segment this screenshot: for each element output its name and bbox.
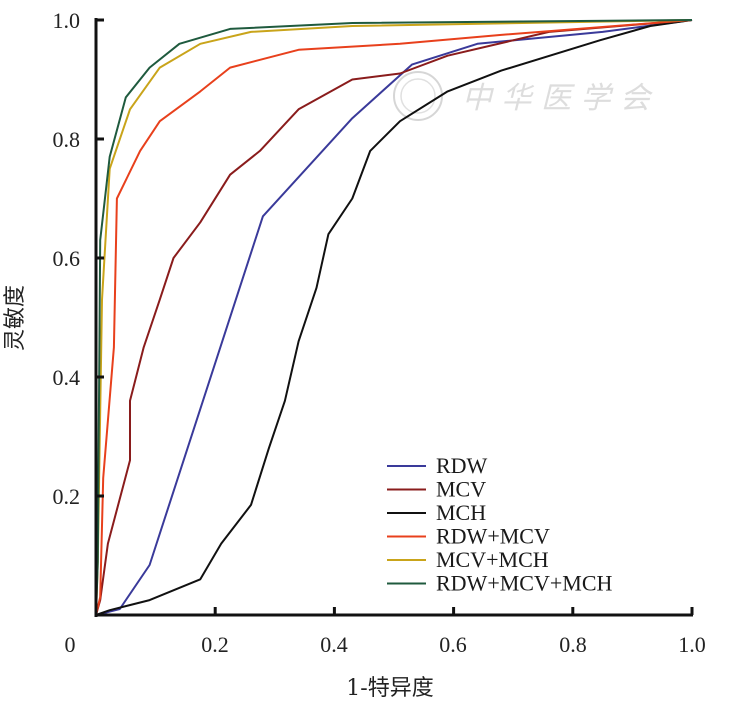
series-line-mcv-mch [95, 19, 693, 616]
y-tick-label: 1.0 [53, 8, 81, 33]
legend-label: MCV+MCH [436, 547, 549, 572]
y-tick-label: 0.4 [53, 365, 81, 390]
x-tick-label: 0.8 [559, 632, 587, 657]
series-line-rdw-mcv [95, 19, 693, 616]
series-line-rdw [95, 19, 693, 616]
watermark-logo: 中 华 医 学 会 [393, 71, 653, 121]
x-tick-label: 0.2 [201, 632, 229, 657]
series-line-rdw-mcv-mch [95, 19, 693, 616]
x-tick-label: 0.4 [320, 632, 348, 657]
legend-label: MCV [436, 477, 486, 502]
y-tick-label: 0.6 [53, 246, 81, 271]
y-tick-label: 0.2 [53, 484, 81, 509]
ticks-layer [96, 18, 694, 615]
legend-label: RDW+MCV [436, 524, 550, 549]
series-line-mch [95, 19, 693, 616]
legend-label: RDW+MCV+MCH [436, 571, 612, 596]
legend-label: MCH [436, 500, 486, 525]
series-layer [95, 19, 693, 616]
watermark-text: 中 华 医 学 会 [462, 81, 653, 116]
legend-label: RDW [436, 453, 488, 478]
y-axis-label: 灵敏度 [3, 285, 28, 351]
y-tick-label: 0.8 [53, 127, 81, 152]
x-axis-label: 1-特异度 [346, 676, 433, 701]
x-tick-label: 0 [65, 632, 76, 657]
x-tick-label: 0.6 [439, 632, 467, 657]
series-line-mcv [95, 19, 693, 616]
x-tick-label: 1.0 [678, 632, 706, 657]
